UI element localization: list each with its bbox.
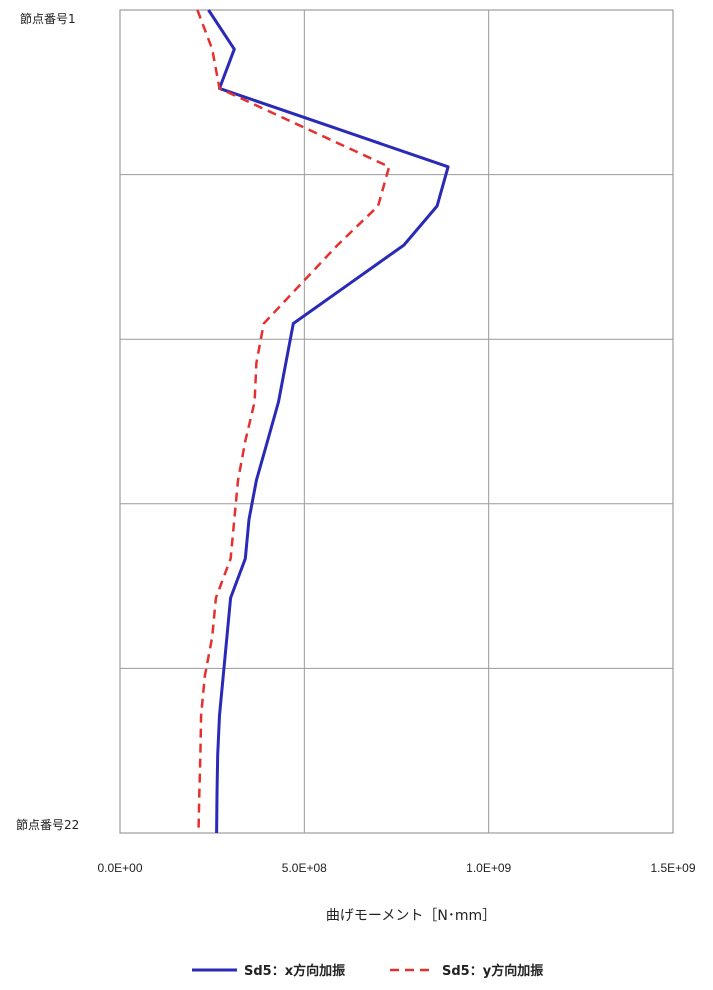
x-tick-labels: 0.0E+00 5.0E+08 1.0E+09 1.5E+09	[97, 861, 695, 875]
legend-label-2: Sd5：y方向加振	[442, 963, 543, 979]
x-tick-label: 0.0E+00	[97, 861, 142, 875]
series-line-1	[207, 9, 450, 834]
grid-lines	[120, 10, 673, 833]
plot-area	[119, 9, 674, 834]
node-top-label: 節点番号1	[20, 11, 76, 26]
series-layer	[196, 9, 450, 834]
x-tick-label: 1.0E+09	[466, 861, 511, 875]
node-bottom-label: 節点番号22	[16, 817, 79, 832]
x-axis-label: 曲げモーメント［N･mm］	[326, 908, 496, 924]
x-tick-label: 1.5E+09	[650, 861, 695, 875]
legend: Sd5：x方向加振 Sd5：y方向加振	[192, 963, 543, 979]
legend-label-1: Sd5：x方向加振	[244, 963, 345, 979]
x-tick-label: 5.0E+08	[282, 861, 327, 875]
series-line-2	[196, 9, 391, 834]
